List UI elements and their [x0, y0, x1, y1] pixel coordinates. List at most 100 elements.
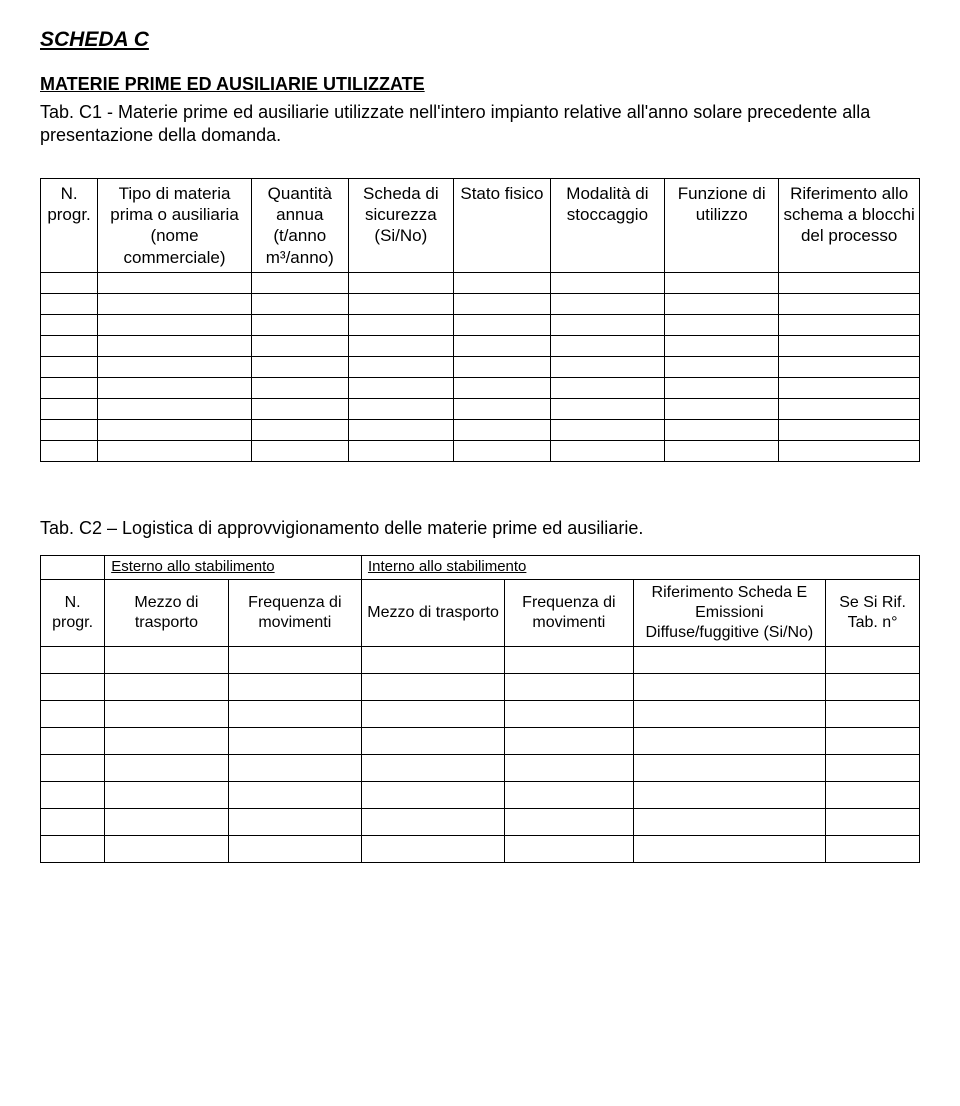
table-cell [826, 700, 920, 727]
table-cell [361, 673, 504, 700]
table-cell [633, 700, 826, 727]
table-row [41, 419, 920, 440]
table-row [41, 398, 920, 419]
table-cell [348, 356, 453, 377]
desc-text: Materie prime ed ausiliarie utilizzate n… [40, 102, 870, 145]
table-cell [633, 727, 826, 754]
table-cell [505, 835, 633, 862]
table-cell [228, 754, 361, 781]
table-row [41, 272, 920, 293]
table-cell [779, 335, 920, 356]
t2-h-mezzo-ext: Mezzo di trasporto [105, 579, 228, 646]
table-cell [454, 419, 551, 440]
table-cell [348, 440, 453, 461]
table-cell [105, 808, 228, 835]
t2-h-sesi: Se Si Rif. Tab. n° [826, 579, 920, 646]
table-cell [348, 419, 453, 440]
table-cell [454, 293, 551, 314]
table-cell [348, 398, 453, 419]
table-cell [98, 356, 252, 377]
table-cell [41, 646, 105, 673]
table-cell [454, 398, 551, 419]
table-cell [550, 419, 664, 440]
table-cell [348, 335, 453, 356]
section-subtitle: MATERIE PRIME ED AUSILIARIE UTILIZZATE [40, 74, 920, 95]
t2-h-progr: N. progr. [41, 579, 105, 646]
table-row [41, 673, 920, 700]
table-cell [228, 808, 361, 835]
table-cell [633, 754, 826, 781]
table-cell [41, 700, 105, 727]
table-cell [550, 272, 664, 293]
table-cell [251, 377, 348, 398]
table-cell [251, 419, 348, 440]
table-cell [41, 356, 98, 377]
table-cell [361, 808, 504, 835]
table-cell [361, 727, 504, 754]
t1-h-scheda: Scheda di sicurezza (Si/No) [348, 178, 453, 272]
table-cell [105, 646, 228, 673]
table-cell [251, 440, 348, 461]
table-cell [633, 646, 826, 673]
table-cell [454, 335, 551, 356]
table-c1: N. progr. Tipo di materia prima o ausili… [40, 178, 920, 462]
table-cell [228, 700, 361, 727]
table-cell [454, 440, 551, 461]
table-cell [105, 673, 228, 700]
table-cell [550, 314, 664, 335]
table-cell [361, 700, 504, 727]
table-c2-group-row: Esterno allo stabilimento Interno allo s… [41, 555, 920, 579]
table-cell [41, 440, 98, 461]
table-row [41, 440, 920, 461]
table-cell [779, 272, 920, 293]
table-c1-header-row: N. progr. Tipo di materia prima o ausili… [41, 178, 920, 272]
t2-h-riferimento: Riferimento Scheda E Emissioni Diffuse/f… [633, 579, 826, 646]
table-cell [633, 781, 826, 808]
table-cell [826, 754, 920, 781]
table2-caption: Tab. C2 – Logistica di approvvigionament… [40, 518, 920, 539]
table-cell [779, 356, 920, 377]
table-cell [665, 440, 779, 461]
table-cell [98, 419, 252, 440]
table-cell [779, 377, 920, 398]
table-cell [348, 377, 453, 398]
table-cell [105, 781, 228, 808]
table-cell [348, 272, 453, 293]
table-cell [41, 781, 105, 808]
t1-h-modalita: Modalità di stoccaggio [550, 178, 664, 272]
t2-group-esterno: Esterno allo stabilimento [105, 555, 362, 579]
table-cell [251, 398, 348, 419]
table-cell [550, 356, 664, 377]
table-cell [665, 335, 779, 356]
table-cell [361, 754, 504, 781]
table-cell [251, 293, 348, 314]
table-cell [98, 293, 252, 314]
table-cell [826, 727, 920, 754]
table-cell [550, 293, 664, 314]
table-cell [41, 673, 105, 700]
table-cell [348, 293, 453, 314]
table-row [41, 754, 920, 781]
table-cell [228, 646, 361, 673]
table-cell [41, 314, 98, 335]
desc-prefix: Tab. C1 - [40, 102, 118, 122]
table-row [41, 293, 920, 314]
table-row [41, 835, 920, 862]
table-cell [41, 835, 105, 862]
table-cell [105, 700, 228, 727]
table-row [41, 781, 920, 808]
t2-h-mezzo-int: Mezzo di trasporto [361, 579, 504, 646]
table-cell [98, 335, 252, 356]
table-cell [633, 673, 826, 700]
table-cell [550, 398, 664, 419]
table-cell [505, 700, 633, 727]
table-cell [826, 808, 920, 835]
table-cell [826, 646, 920, 673]
table-cell [41, 754, 105, 781]
table-cell [826, 835, 920, 862]
table-cell [826, 781, 920, 808]
table-cell [779, 314, 920, 335]
table-row [41, 700, 920, 727]
t1-h-riferimento: Riferimento allo schema a blocchi del pr… [779, 178, 920, 272]
table-cell [454, 272, 551, 293]
